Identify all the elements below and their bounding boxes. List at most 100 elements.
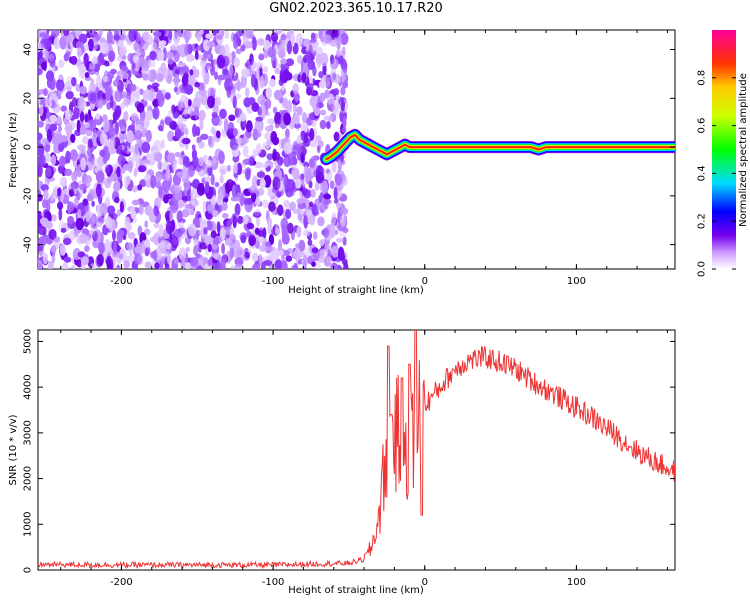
noise-blob — [158, 185, 163, 199]
noise-blob — [80, 256, 89, 265]
noise-blob — [116, 148, 121, 154]
noise-blob — [264, 246, 273, 252]
noise-blob — [66, 86, 72, 92]
noise-blob — [135, 242, 143, 256]
noise-blob — [342, 116, 347, 129]
noise-blob — [220, 30, 225, 38]
noise-blob — [200, 133, 209, 140]
noise-blob — [130, 30, 138, 36]
noise-blob — [294, 92, 300, 103]
colorbar-ticks: 0.0 0.2 0.4 0.6 0.8 — [697, 70, 736, 277]
noise-blob — [272, 176, 281, 191]
noise-blob — [233, 162, 239, 174]
noise-blob — [259, 178, 266, 189]
noise-blob — [65, 90, 74, 100]
noise-blob — [78, 183, 88, 191]
noise-blob — [38, 163, 43, 178]
noise-blob — [153, 31, 162, 37]
noise-blob — [38, 132, 43, 141]
noise-blob — [79, 85, 87, 95]
noise-blob — [63, 30, 70, 37]
noise-blob — [155, 180, 162, 189]
noise-blob — [196, 31, 202, 42]
noise-blob — [283, 154, 291, 168]
noise-blob — [162, 161, 170, 171]
noise-blob — [340, 207, 349, 216]
noise-blob — [207, 165, 213, 176]
noise-blob — [340, 99, 345, 112]
noise-blob — [198, 141, 205, 149]
noise-blob — [173, 257, 179, 265]
noise-blob — [329, 103, 335, 112]
noise-blob — [325, 76, 331, 88]
noise-blob — [311, 203, 318, 216]
noise-blob — [38, 154, 46, 167]
noise-blob — [159, 264, 164, 269]
noise-blob — [134, 143, 139, 156]
noise-blob — [336, 49, 341, 58]
noise-blob — [318, 71, 324, 79]
noise-blob — [194, 106, 200, 120]
spectrogram-x-tick-label: -200 — [110, 276, 133, 287]
noise-blob — [70, 55, 78, 65]
noise-blob — [259, 75, 265, 89]
noise-blob — [152, 139, 162, 154]
noise-blob — [331, 212, 337, 225]
noise-blob — [287, 99, 292, 114]
noise-blob — [236, 116, 242, 124]
noise-blob — [49, 123, 58, 132]
noise-blob — [285, 209, 292, 219]
noise-blob — [214, 71, 218, 80]
noise-blob — [66, 126, 72, 138]
noise-blob — [95, 183, 102, 198]
noise-blob — [38, 94, 42, 104]
noise-blob — [70, 181, 79, 190]
noise-blob — [95, 113, 100, 120]
noise-blob — [110, 68, 117, 75]
noise-blob — [332, 30, 340, 39]
colorbar-label: Normalized spectral amplitude — [738, 73, 749, 227]
noise-blob — [76, 191, 81, 201]
noise-blob — [250, 73, 256, 88]
noise-blob — [138, 56, 146, 68]
noise-blob — [132, 55, 139, 63]
noise-blob — [169, 211, 174, 222]
noise-blob — [326, 256, 332, 264]
noise-blob — [335, 174, 342, 186]
noise-blob — [251, 102, 260, 112]
noise-blob — [64, 35, 73, 44]
noise-blob — [300, 154, 305, 164]
noise-blob — [272, 249, 280, 260]
noise-blob — [134, 129, 143, 140]
noise-blob — [167, 152, 176, 164]
noise-blob — [240, 235, 247, 244]
noise-blob — [146, 152, 151, 161]
noise-blob — [329, 222, 336, 233]
noise-blob — [233, 172, 239, 178]
noise-blob — [51, 253, 56, 264]
noise-blob — [85, 211, 91, 223]
noise-blob — [189, 69, 194, 76]
noise-blob — [153, 205, 159, 217]
noise-blob — [38, 120, 44, 128]
noise-blob — [281, 250, 291, 256]
noise-blob — [129, 83, 137, 92]
noise-blob — [168, 30, 173, 40]
noise-blob — [59, 155, 66, 167]
noise-blob — [59, 243, 66, 256]
noise-blob — [285, 187, 294, 198]
ridge-band — [325, 133, 675, 161]
noise-blob — [201, 67, 206, 78]
colorbar-tick-label: 0.8 — [697, 70, 708, 86]
noise-blob — [158, 125, 163, 131]
noise-blob — [261, 199, 269, 208]
noise-blob — [214, 203, 219, 212]
noise-blob — [331, 160, 337, 173]
noise-blob — [274, 259, 282, 269]
noise-blob — [130, 112, 139, 122]
snr-x-label: Height of straight line (km) — [288, 585, 424, 596]
noise-blob — [72, 248, 81, 261]
noise-blob — [211, 252, 219, 259]
noise-blob — [256, 171, 266, 179]
colorbar-tick-label: 0.2 — [697, 213, 708, 229]
